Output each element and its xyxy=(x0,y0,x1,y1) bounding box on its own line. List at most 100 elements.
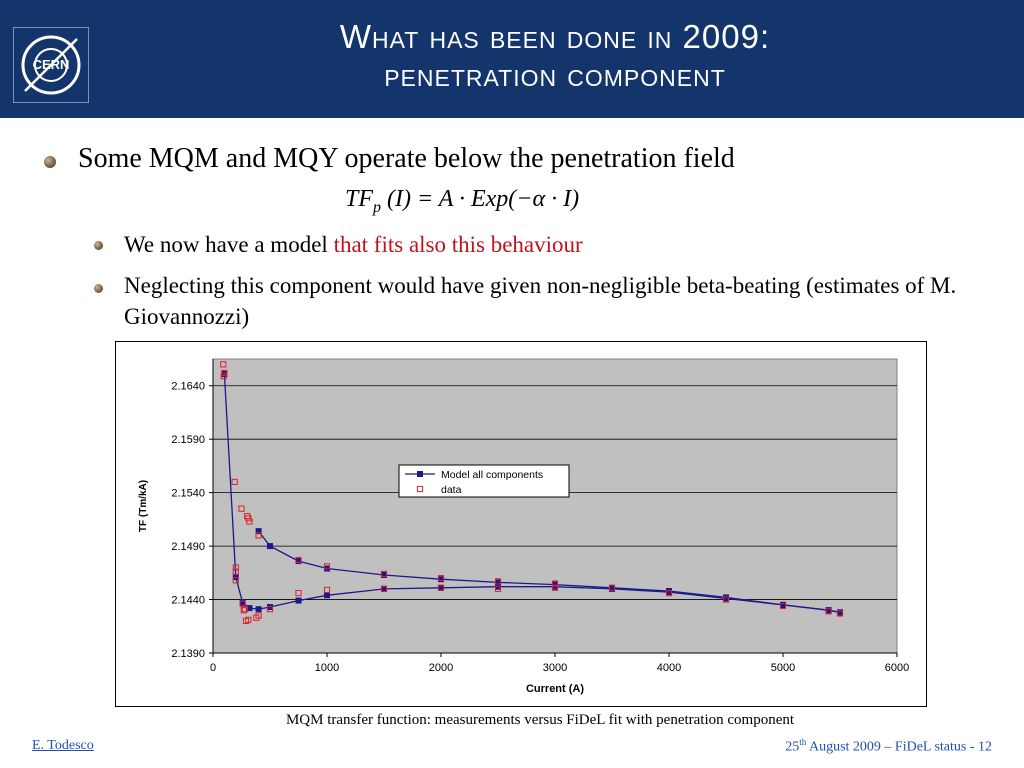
data-point xyxy=(220,361,227,368)
chart-caption: MQM transfer function: measurements vers… xyxy=(285,712,795,728)
footer-date-day: 25 xyxy=(785,739,800,755)
data-point xyxy=(494,578,502,585)
data-point xyxy=(231,478,238,486)
footer-date-suffix: th xyxy=(799,737,807,747)
legend-model-marker xyxy=(417,471,423,477)
data-point xyxy=(246,518,253,525)
y-tick-label: 2.1440 xyxy=(171,595,205,607)
data-point xyxy=(295,590,302,597)
model-point xyxy=(246,605,253,612)
x-tick-label: 3000 xyxy=(543,662,567,674)
data-point xyxy=(266,606,274,613)
data-point xyxy=(232,577,239,584)
data-point xyxy=(220,373,227,380)
bullet-sub-1: We now have a model that fits also this … xyxy=(124,230,583,259)
legend-data-label: data xyxy=(441,484,462,496)
formula: TFp (I) = A · Exp(−α · I) xyxy=(345,184,579,223)
data-point xyxy=(380,585,388,592)
model-point xyxy=(295,558,302,565)
data-point xyxy=(551,584,559,591)
model-point xyxy=(438,584,444,591)
data-point xyxy=(255,532,262,539)
y-tick-label: 2.1640 xyxy=(171,381,205,393)
bullet-icon xyxy=(94,284,103,293)
legend-box xyxy=(398,464,570,498)
model-point xyxy=(255,606,262,613)
formula-lhs: TF xyxy=(345,186,374,212)
x-tick-label: 4000 xyxy=(657,662,681,674)
data-point xyxy=(779,602,787,610)
legend-model-label: Model all components xyxy=(441,469,543,481)
model-point xyxy=(381,585,387,592)
model-point xyxy=(495,579,501,586)
y-axis-label: TF (Tm/kA) xyxy=(138,480,149,532)
model-point xyxy=(381,571,387,578)
model-point xyxy=(255,528,262,535)
bullet-sub-1-text: We now have a model xyxy=(124,232,334,257)
legend-data-marker xyxy=(416,485,424,493)
header-bar: CERN What has been done in 2009: penetra… xyxy=(0,0,1024,118)
model-point xyxy=(267,543,273,550)
data-point xyxy=(245,515,252,522)
axes: 2.1390 2.1440 2.1490 2.1540 2.1590 2.1640 0 100… xyxy=(171,359,909,674)
data-point xyxy=(232,564,239,571)
page-title: What has been done in 2009: penetration … xyxy=(160,18,950,94)
model-point xyxy=(552,581,558,588)
data-point xyxy=(245,616,252,623)
chart-legend: Model all components data xyxy=(398,464,570,498)
title-line-1: What has been done in 2009: xyxy=(339,18,771,55)
data-point xyxy=(836,610,844,617)
footer-author-link[interactable]: E. Todesco xyxy=(32,738,94,753)
bullet-icon xyxy=(94,241,103,250)
model-series xyxy=(221,370,843,616)
model-point xyxy=(438,576,444,583)
cern-logo-icon: CERN xyxy=(13,27,89,103)
data-point xyxy=(323,563,331,570)
data-point xyxy=(608,584,616,591)
formula-rhs: (I) = A · Exp(−α · I) xyxy=(387,186,580,212)
data-point xyxy=(825,608,832,615)
data-point xyxy=(665,590,673,597)
data-point xyxy=(232,568,239,575)
model-point xyxy=(239,599,246,606)
x-tick-label: 1000 xyxy=(315,662,339,674)
model-point xyxy=(780,601,786,608)
data-point xyxy=(323,586,331,594)
plot-area xyxy=(212,358,898,654)
data-point xyxy=(255,612,262,619)
data-point xyxy=(380,570,388,577)
x-tick-label: 5000 xyxy=(771,662,795,674)
y-tick-label: 2.1390 xyxy=(171,648,205,660)
data-point xyxy=(240,607,247,614)
model-line xyxy=(258,530,841,614)
data-point xyxy=(551,580,559,587)
model-point xyxy=(295,597,302,604)
model-point xyxy=(232,574,239,581)
formula-subscript: p xyxy=(373,198,382,216)
model-point xyxy=(837,609,843,616)
transfer-function-chart: 2.1390 2.1440 2.1490 2.1540 2.1590 2.1640 0 100… xyxy=(138,358,909,695)
data-point xyxy=(722,596,730,603)
x-axis-label: Current (A) xyxy=(526,683,584,695)
data-series xyxy=(220,361,844,625)
x-tick-label: 0 xyxy=(210,662,216,674)
data-point xyxy=(295,556,302,564)
bullet-sub-2: Neglecting this component would have giv… xyxy=(124,273,957,329)
data-point xyxy=(437,575,445,582)
y-tick-label: 2.1540 xyxy=(171,488,205,500)
data-point xyxy=(494,585,502,592)
data-point xyxy=(238,505,245,512)
data-point xyxy=(221,369,228,376)
svg-text:CERN: CERN xyxy=(33,57,70,72)
data-point xyxy=(241,606,249,613)
y-tick-label: 2.1590 xyxy=(171,434,205,446)
model-point xyxy=(609,584,615,591)
chart-frame: 2.1390 2.1440 2.1490 2.1540 2.1590 2.1640 0 100… xyxy=(115,341,927,707)
model-point xyxy=(324,592,330,599)
bullet-sub-1-highlight: that fits also this behaviour xyxy=(333,232,583,257)
footer-date: 25th August 2009 – FiDeL status - 12 xyxy=(700,737,992,756)
data-point xyxy=(437,584,445,591)
y-tick-label: 2.1490 xyxy=(171,541,205,553)
x-tick-label: 2000 xyxy=(429,662,453,674)
x-tick-label: 6000 xyxy=(885,662,909,674)
